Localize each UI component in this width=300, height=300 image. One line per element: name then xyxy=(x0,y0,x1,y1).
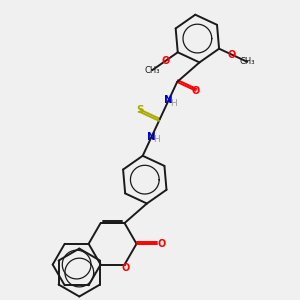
Text: H: H xyxy=(153,136,160,145)
Text: O: O xyxy=(228,50,236,60)
Text: S: S xyxy=(136,105,144,115)
Text: O: O xyxy=(158,239,166,249)
Text: O: O xyxy=(122,263,130,273)
Text: N: N xyxy=(147,132,156,142)
Text: H: H xyxy=(170,99,177,108)
Text: N: N xyxy=(164,95,173,105)
Text: CH₃: CH₃ xyxy=(145,66,160,75)
Text: CH₃: CH₃ xyxy=(240,57,255,66)
Text: O: O xyxy=(191,85,200,96)
Text: O: O xyxy=(162,56,170,65)
